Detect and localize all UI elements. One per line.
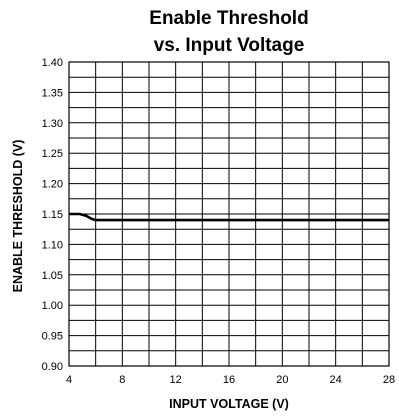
y-tick-label: 1.35 (42, 87, 63, 99)
series-line (69, 212, 389, 222)
x-tick-label: 16 (223, 374, 235, 386)
x-tick-label: 28 (383, 374, 395, 386)
y-axis-label: ENABLE THRESHOLD (V) (11, 140, 25, 293)
y-tick-label: 0.90 (42, 361, 63, 373)
chart-title-line1: Enable Threshold (149, 8, 308, 29)
y-tick-label: 1.10 (42, 239, 63, 251)
x-tick-label: 20 (276, 374, 288, 386)
chart-title-line2: vs. Input Voltage (154, 35, 305, 56)
x-axis-label: INPUT VOLTAGE (V) (169, 397, 289, 411)
series-layer (69, 212, 389, 222)
y-tick-labels: 0.90 0.95 1.00 1.05 1.10 1.15 1.20 1.25 1.30 1.35… (42, 57, 63, 373)
y-tick-label: 1.05 (42, 270, 63, 282)
y-tick-label: 1.40 (42, 57, 63, 69)
x-tick-labels: 4 8 12 16 20 24 28 (66, 374, 395, 386)
y-tick-label: 1.00 (42, 300, 63, 312)
x-tick-label: 12 (170, 374, 182, 386)
x-tick-label: 24 (330, 374, 342, 386)
y-tick-label: 1.15 (42, 209, 63, 221)
x-tick-label: 4 (66, 374, 72, 386)
y-tick-label: 1.25 (42, 148, 63, 160)
y-tick-label: 0.95 (42, 331, 63, 343)
y-tick-label: 1.20 (42, 179, 63, 191)
x-tick-label: 8 (119, 374, 125, 386)
y-tick-label: 1.30 (42, 118, 63, 130)
grid (68, 61, 390, 367)
